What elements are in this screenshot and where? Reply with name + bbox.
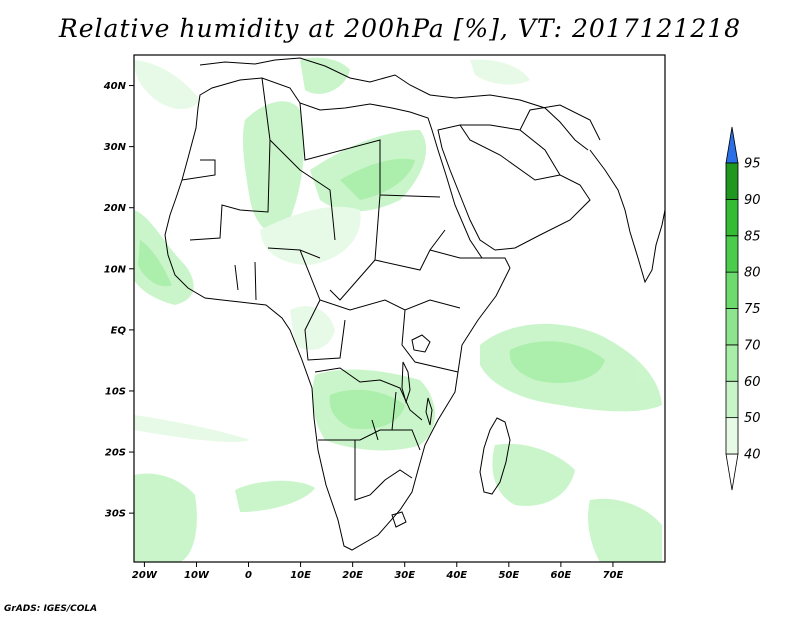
lake-tanganyika-outline: [401, 361, 411, 404]
colorbar-label-6: 85: [744, 229, 761, 244]
colorbar-upper-arrow: [725, 126, 739, 164]
colorbar-swatch-5: [725, 235, 739, 273]
lon-tick-label-2: 0: [245, 570, 252, 581]
lat-tick-label-2: 20N: [104, 203, 127, 214]
humidity-region-west-africa-inner: [138, 240, 172, 287]
humidity-region-zambia-core: [329, 389, 405, 430]
lake-malawi-outline: [425, 397, 433, 426]
border-north-africa-2: [299, 102, 441, 198]
border-southern-africa-2: [318, 429, 421, 451]
lon-tick-label-7: 50E: [498, 570, 519, 581]
border-arabia-1: [459, 124, 561, 181]
india-coastline: [589, 149, 666, 284]
lat-tick-label-5: 10S: [105, 386, 126, 397]
colorbar-label-1: 50: [744, 411, 761, 426]
humidity-region-nile-band: [340, 158, 415, 200]
lat-tick-label-6: 20S: [105, 448, 126, 459]
colorbar-swatch-2: [725, 344, 739, 382]
lat-tick-label-0: 40N: [103, 81, 127, 92]
plot-area: [133, 54, 666, 563]
humidity-region-south-atlantic-thin: [134, 415, 250, 442]
border-southern-africa-1: [314, 367, 423, 421]
humidity-region-madagascar-swirl: [492, 443, 575, 506]
lat-tick-label-1: 30N: [104, 142, 127, 153]
humidity-region-south-atlantic-band: [235, 480, 315, 512]
colorbar-lower-arrow: [725, 453, 739, 491]
border-southern-africa-4: [371, 391, 397, 441]
border-east-africa-1: [401, 309, 459, 373]
humidity-region-mediterranean: [300, 57, 350, 94]
lon-tick-label-3: 10E: [290, 570, 311, 581]
border-central-africa-2: [374, 229, 446, 271]
border-southern-africa-3: [354, 440, 413, 501]
colorbar-label-3: 70: [744, 338, 761, 353]
lon-tick-label-4: 20E: [342, 570, 363, 581]
humidity-region-south-atlantic-west: [134, 473, 197, 562]
lat-tick-label-7: 30S: [105, 509, 126, 520]
colorbar-label-0: 40: [744, 448, 761, 463]
humidity-region-southeast-corner: [588, 498, 662, 562]
colorbar-swatch-0: [725, 417, 739, 455]
border-north-africa-3: [329, 194, 381, 301]
humidity-region-sahel: [260, 206, 361, 265]
lesotho-outline: [391, 511, 407, 528]
border-north-africa-1: [261, 77, 336, 241]
latitude-axis: 40N 30N 20N 10N EQ 10S 20S 30S: [103, 81, 134, 520]
colorbar-label-7: 90: [744, 193, 761, 208]
humidity-region-congo: [290, 306, 335, 350]
colorbar: 40 50 60 70 75 80 85 90 95: [725, 126, 761, 491]
colorbar-label-4: 75: [744, 302, 761, 317]
humidity-region-indian-ocean-core: [509, 341, 605, 384]
humidity-region-sahara-band: [242, 101, 305, 234]
colorbar-swatch-4: [725, 271, 739, 309]
grads-credit: GrADS: IGES/COLA: [4, 604, 98, 614]
humidity-region-west-africa-coast: [134, 210, 194, 305]
lon-tick-label-0: 20W: [132, 570, 158, 581]
coastlines-borders: [164, 57, 666, 551]
border-arabia-2: [519, 104, 601, 141]
lon-tick-label-5: 30E: [394, 570, 415, 581]
humidity-shading: [134, 57, 662, 562]
longitude-axis: 20W 10W 0 10E 20E 30E 40E 50E 60E 70E: [132, 562, 624, 581]
humidity-region-arabia-north: [470, 59, 530, 85]
lon-tick-label-1: 10W: [184, 570, 210, 581]
border-east-africa-2: [429, 249, 482, 259]
colorbar-swatch-7: [725, 162, 739, 200]
colorbar-swatch-6: [725, 198, 739, 237]
europe-coastline: [199, 57, 589, 151]
africa-coastline: [164, 77, 511, 551]
lake-victoria-outline: [411, 334, 431, 353]
madagascar-coastline: [479, 417, 511, 495]
arabia-coastline: [437, 124, 591, 251]
lat-tick-label-3: 10N: [104, 264, 127, 275]
plot-frame: [133, 54, 666, 563]
plot-background: [134, 55, 665, 562]
lon-tick-label-8: 60E: [551, 570, 572, 581]
border-central-africa-3: [304, 299, 346, 361]
lon-tick-label-9: 70E: [603, 570, 624, 581]
border-west-africa-2: [189, 139, 271, 241]
colorbar-label-5: 80: [744, 266, 761, 281]
map-title: Relative humidity at 200hPa [%], VT: 201…: [58, 14, 742, 43]
border-west-africa-1: [181, 159, 216, 181]
humidity-region-north-atlantic: [134, 60, 200, 110]
lat-tick-label-4: EQ: [111, 325, 127, 336]
colorbar-swatch-3: [725, 308, 739, 346]
colorbar-swatch-1: [725, 380, 739, 419]
colorbar-label-8: 95: [744, 157, 761, 172]
lon-tick-label-6: 40E: [445, 570, 467, 581]
colorbar-label-2: 60: [744, 375, 761, 390]
